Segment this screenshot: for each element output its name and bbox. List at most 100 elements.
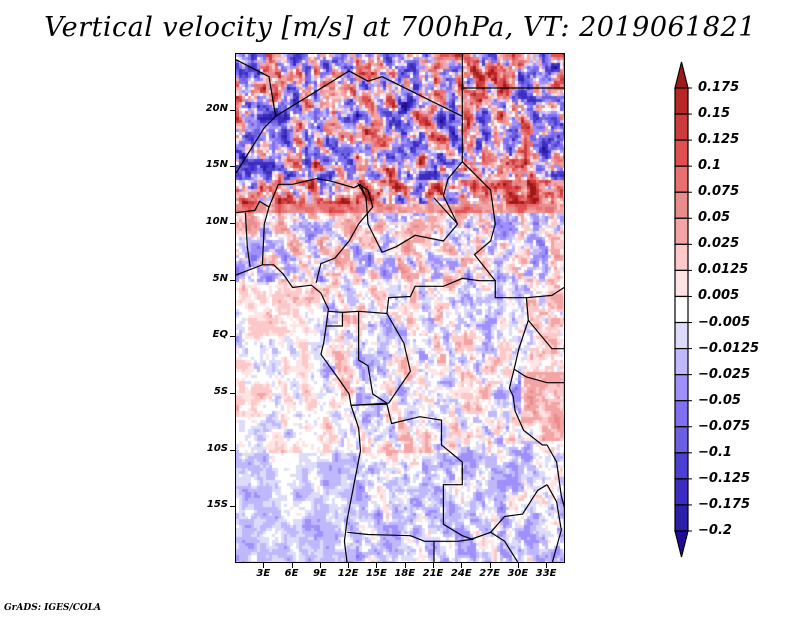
y-tick-label: 10S (206, 442, 228, 454)
x-tick-label: 21E (422, 568, 444, 579)
border-line (546, 444, 564, 509)
border-line (236, 264, 362, 562)
colorbar-box (674, 243, 689, 272)
y-tick-label: 10N (205, 216, 228, 227)
x-tick-mark (319, 563, 321, 568)
colorbar-box (674, 374, 689, 402)
colorbar-box (674, 452, 689, 480)
chart-title: Vertical velocity [m/s] at 700hPa, VT: 2… (44, 12, 756, 43)
border-line (350, 403, 548, 540)
y-tick-mark (230, 336, 235, 338)
border-line (513, 368, 564, 384)
colorbar-level-label: 0.175 (698, 80, 740, 95)
colorbar-over-triangle (674, 61, 689, 89)
x-tick-mark (489, 563, 491, 568)
x-tick-mark (376, 563, 378, 568)
border-line (347, 531, 474, 542)
y-tick-label: 15S (206, 499, 228, 511)
colorbar-level-label: 0.125 (698, 132, 740, 148)
x-tick-mark (461, 563, 463, 568)
border-line (328, 277, 548, 446)
colorbar-level-label: 0.025 (698, 236, 740, 252)
x-tick-label: 33E (535, 568, 557, 579)
border-line (236, 59, 277, 174)
colorbar-box (674, 217, 689, 245)
colorbar-box (674, 269, 689, 298)
y-tick-mark (230, 279, 235, 281)
x-tick-mark (263, 563, 265, 568)
colorbar-level-label: 0.0125 (698, 262, 749, 278)
y-tick-mark (230, 449, 235, 451)
x-tick-label: 27E (479, 568, 500, 579)
colorbar-box (674, 426, 689, 454)
border-line (526, 286, 564, 299)
border-line (268, 178, 367, 208)
colorbar-box (674, 321, 689, 350)
border-line (490, 531, 519, 562)
border-line (236, 200, 270, 265)
y-tick-mark (230, 223, 235, 224)
colorbar-box (674, 400, 689, 428)
x-tick-mark (404, 563, 406, 568)
border-line (275, 70, 463, 254)
y-tick-mark (230, 506, 235, 508)
y-tick-label: 20N (205, 102, 228, 114)
colorbar-box (674, 139, 689, 167)
y-tick-label: 5S (213, 386, 228, 397)
x-tick-label: 18E (394, 568, 416, 579)
border-line (244, 212, 251, 268)
colorbar-level-label: −0.0125 (698, 340, 760, 356)
x-tick-label: 15E (366, 568, 387, 579)
y-tick-label: 5N (212, 272, 228, 284)
colorbar-level-label: −0.125 (698, 470, 751, 486)
x-tick-mark (546, 563, 548, 568)
border-line (461, 161, 496, 282)
map-plot-area (235, 53, 565, 563)
colorbar-under-triangle (674, 530, 689, 558)
y-tick-mark (230, 109, 235, 111)
x-tick-label: 24E (450, 568, 472, 579)
colorbar-legend: 0.175 0.15 0.125 0.1 0.075 0.05 0.025 0.0125 0.0… (660, 55, 800, 565)
x-tick-label: 9E (312, 568, 327, 579)
colorbar-box (674, 191, 689, 219)
x-tick-label: 6E (284, 568, 299, 579)
colorbar-box (674, 295, 689, 324)
y-tick-label: 15N (205, 159, 228, 171)
country-borders (236, 54, 564, 562)
x-tick-label: 3E (256, 568, 271, 579)
grads-credit: GrADS: IGES/COLA (4, 603, 102, 613)
x-tick-mark (291, 563, 293, 568)
colorbar-level-label: 0.075 (698, 184, 740, 200)
colorbar-box (674, 347, 689, 376)
colorbar-level-label: 0.15 (698, 106, 731, 122)
y-tick-mark (230, 393, 235, 394)
colorbar-level-label: −0.175 (698, 496, 751, 512)
vertical-velocity-field (236, 54, 564, 562)
y-tick-label: EQ (212, 329, 228, 341)
colorbar-box (674, 478, 689, 506)
colorbar-level-label: −0.025 (698, 366, 751, 382)
colorbar-level-label: 0.005 (698, 288, 740, 304)
colorbar-level-label: −0.2 (698, 523, 732, 538)
colorbar-box (674, 113, 689, 141)
x-tick-label: 30E (507, 568, 529, 579)
colorbar-box (674, 504, 689, 532)
x-tick-mark (517, 563, 519, 568)
border-line (546, 484, 562, 562)
colorbar-box (674, 87, 689, 115)
colorbar-level-label: −0.05 (698, 392, 741, 408)
colorbar-level-label: −0.075 (698, 418, 751, 434)
colorbar-box (674, 165, 689, 193)
y-tick-mark (230, 166, 235, 168)
border-line (315, 189, 374, 284)
colorbar-level-label: 0.1 (698, 158, 722, 174)
colorbar-level-label: −0.005 (698, 314, 751, 330)
border-line (325, 312, 344, 327)
border-line (433, 197, 459, 225)
colorbar-boxes (674, 61, 692, 558)
x-tick-mark (348, 563, 350, 568)
border-line (357, 311, 388, 404)
x-tick-mark (433, 563, 434, 568)
colorbar-level-label: −0.1 (698, 444, 732, 460)
border-line (527, 319, 564, 350)
